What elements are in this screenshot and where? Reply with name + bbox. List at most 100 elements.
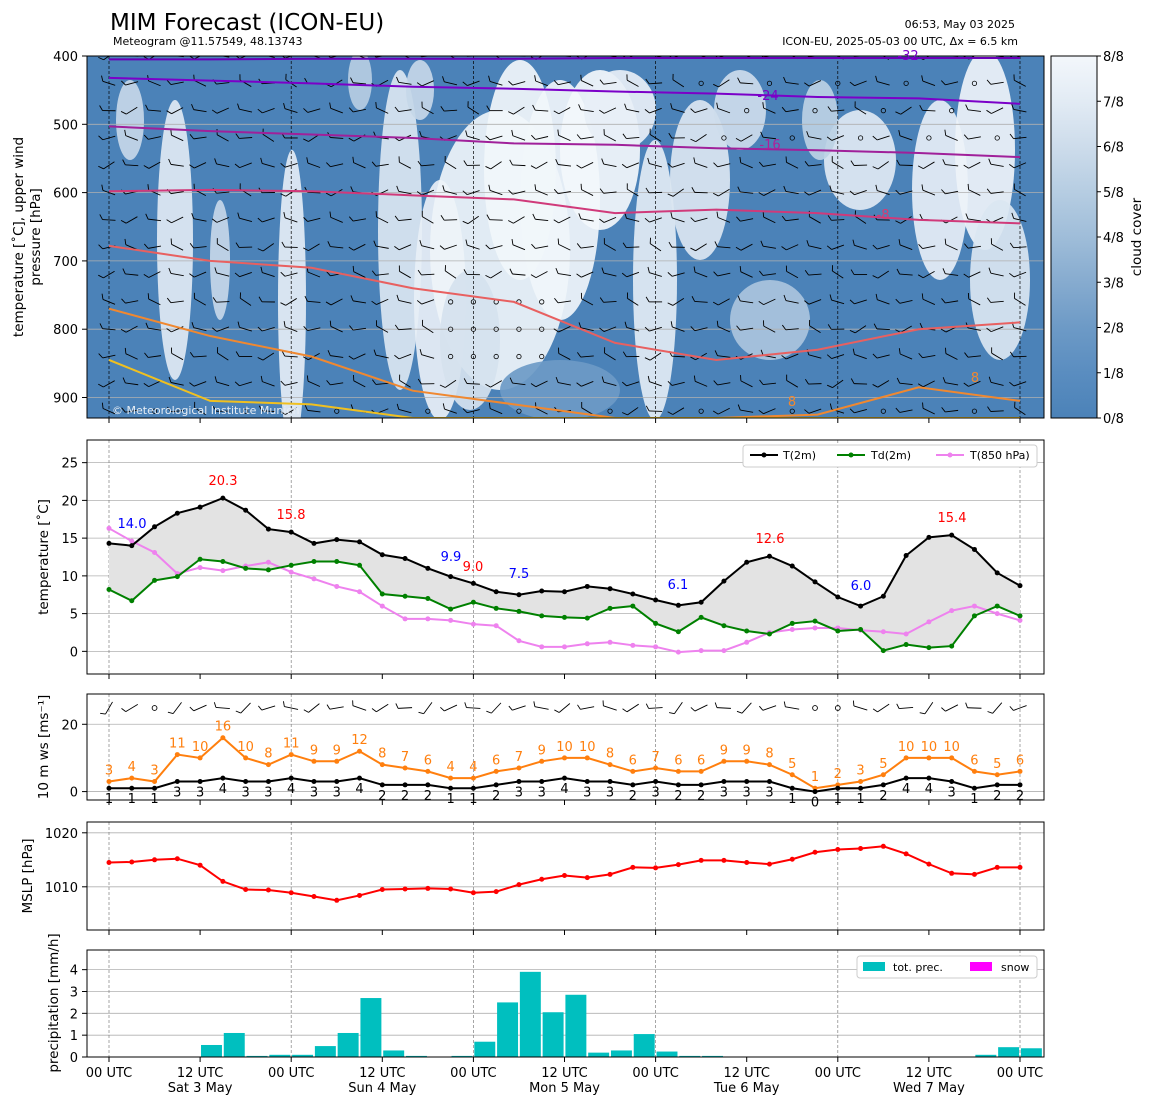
wind-barb [601, 376, 617, 386]
wind-barb [421, 319, 434, 334]
wind-barb [463, 160, 480, 166]
wind-barb [212, 406, 230, 412]
wind-barb [669, 702, 683, 715]
td2m-point [106, 586, 112, 592]
wind-barb [762, 102, 776, 114]
mean-wind-point [926, 775, 932, 781]
wind-barb [758, 189, 776, 196]
calm-marker [812, 705, 818, 711]
wind-barb [804, 269, 822, 276]
gust-label: 10 [556, 740, 573, 755]
temperature-panel: 14.0 20.3 15.8 9.99.0 7.5 6.1 12.6 6.0 15.4 0 5 10… [35, 439, 1045, 675]
wind-barb [898, 239, 913, 250]
t850-point [106, 525, 112, 531]
mslp-point [129, 859, 135, 865]
wind-barb [990, 56, 1004, 58]
t850-point [402, 616, 408, 622]
t2m-point [903, 552, 909, 558]
mslp-point [311, 894, 317, 900]
wind-barb [509, 56, 526, 57]
wind-barb [577, 352, 594, 358]
wind-barb [194, 401, 206, 415]
wind-barb [486, 702, 502, 714]
t850-point [379, 603, 385, 609]
wind-barb [394, 215, 412, 222]
wind-barb [486, 105, 503, 112]
wind-barb [781, 324, 799, 331]
calm-marker [470, 353, 476, 360]
wind-barb [557, 129, 571, 142]
mslp-point [516, 882, 522, 888]
wind-barb [667, 297, 685, 306]
t850-point [516, 638, 522, 644]
td2m-point [675, 629, 681, 635]
wind-barb [581, 401, 594, 415]
precip-bar [405, 1055, 427, 1057]
wind-barb [693, 266, 708, 278]
wind-barb [395, 703, 413, 709]
gust-label: 9 [720, 743, 728, 758]
gust-point [698, 768, 704, 774]
isotherm--16 [108, 125, 1021, 159]
gust-label: 10 [921, 740, 938, 755]
precipitation-panel: 0 1 2 3 4 precipitation [mm/h] tot. prec. sn… [46, 933, 1045, 1073]
t850-point [334, 583, 340, 589]
wind-barb [649, 56, 663, 58]
wind-barb [577, 704, 595, 710]
cloud-patch [116, 80, 144, 160]
wind-barb [1014, 292, 1026, 306]
wind-barb [783, 185, 799, 195]
wind-barb [216, 238, 229, 251]
wind-barb [826, 379, 844, 388]
wind-barb [101, 184, 116, 196]
temperature-legend: T(2m) Td(2m) T(850 hPa) [742, 444, 1038, 468]
wind-barb [621, 271, 640, 278]
mean-wind-label: 2 [674, 789, 682, 804]
gust-label: 9 [310, 743, 318, 758]
gust-label: 6 [970, 753, 978, 768]
mean-wind-label: 2 [378, 789, 386, 804]
spread-fill [109, 498, 1020, 651]
wind-barb [485, 161, 502, 170]
wind-barb [439, 244, 457, 250]
mslp-point [470, 890, 476, 896]
wind-barb [919, 104, 936, 112]
t2m-point [721, 578, 727, 584]
wind-barb [804, 378, 822, 385]
mean-wind-point [152, 785, 158, 791]
td2m-point [721, 623, 727, 629]
cloud-patch [912, 100, 968, 280]
mean-wind-point [448, 785, 454, 791]
mslp-point [379, 887, 385, 892]
calm-marker [698, 408, 704, 414]
wind-barb [143, 161, 161, 169]
wind-barb [714, 241, 731, 249]
wind-barb [235, 133, 253, 139]
wind-barb [258, 296, 275, 303]
mean-wind-label: 3 [196, 785, 204, 800]
temperature-tick-label: 10 [61, 570, 78, 585]
wind-barb [304, 404, 321, 413]
wind-barb [325, 298, 343, 306]
wind-barb [531, 243, 549, 249]
cloud-patch [714, 70, 766, 150]
wind-barb [534, 184, 548, 196]
gust-label: 5 [993, 757, 1001, 772]
wind-barb [827, 324, 845, 330]
mslp-point [220, 878, 226, 884]
mean-wind-label: 3 [948, 785, 956, 800]
mean-wind-point [288, 775, 294, 781]
wind-tick-label: 20 [61, 718, 78, 733]
wind-barb [854, 101, 867, 115]
surface-wind-barbs [100, 700, 1027, 715]
mslp-point [880, 843, 886, 849]
wind-barb [963, 271, 981, 278]
isotherm-16 [108, 359, 1020, 418]
wind-barb [647, 266, 662, 277]
wind-barb [826, 244, 845, 250]
pressure-axis: 400 500 600 700 800 900 [53, 50, 87, 407]
wind-barb [849, 325, 867, 334]
time-tick-label: 12 UTC [359, 1066, 405, 1081]
wind-barb [917, 380, 935, 388]
